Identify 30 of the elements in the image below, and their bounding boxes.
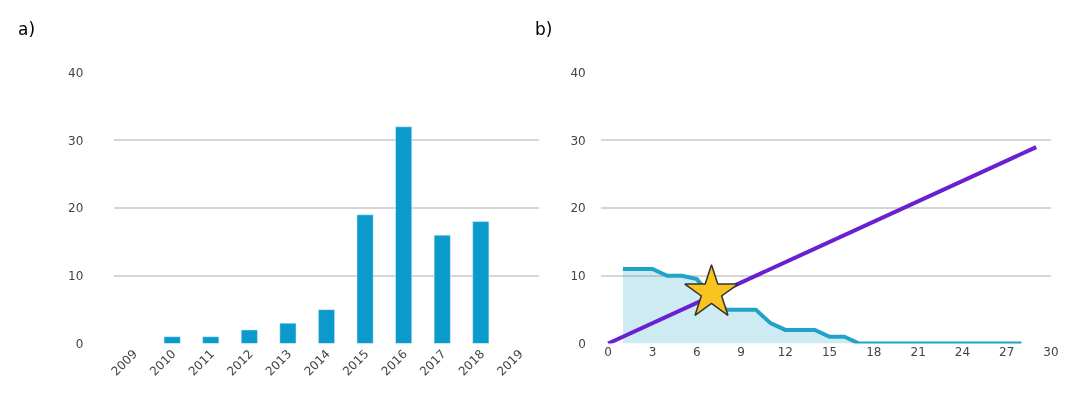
x-tick-label: 30: [1043, 345, 1059, 360]
bar: [240, 329, 258, 344]
x-tick-label: 12: [777, 345, 793, 360]
chart-title: b): [535, 19, 553, 39]
x-tick-label: 15: [821, 345, 838, 360]
bar: [202, 336, 220, 344]
y-tick-label: 20: [570, 201, 586, 216]
y-tick-label: 10: [570, 268, 586, 283]
bar: [472, 221, 490, 344]
y-tick-label: 30: [68, 133, 84, 148]
x-tick-label: 18: [866, 345, 882, 360]
bar: [433, 234, 451, 344]
x-tick-label: 27: [999, 345, 1015, 360]
x-tick-label: 9: [737, 345, 745, 360]
x-tick-label: 21: [910, 345, 926, 360]
y-tick-label: 30: [570, 133, 586, 148]
x-tick-label: 6: [692, 345, 701, 360]
y-tick-label: 40: [570, 65, 586, 80]
bar: [395, 126, 412, 344]
y-tick-label: 40: [68, 65, 84, 80]
x-tick-label: 3: [648, 345, 657, 360]
x-tick-label: 0: [604, 345, 612, 360]
bar: [356, 214, 374, 344]
bar: [163, 336, 181, 344]
bar: [318, 309, 335, 344]
x-tick-label: 24: [954, 345, 971, 360]
bar: [279, 322, 297, 344]
y-tick-label: 10: [68, 268, 84, 283]
chart-title: a): [18, 19, 36, 39]
y-tick-label: 20: [68, 201, 84, 216]
